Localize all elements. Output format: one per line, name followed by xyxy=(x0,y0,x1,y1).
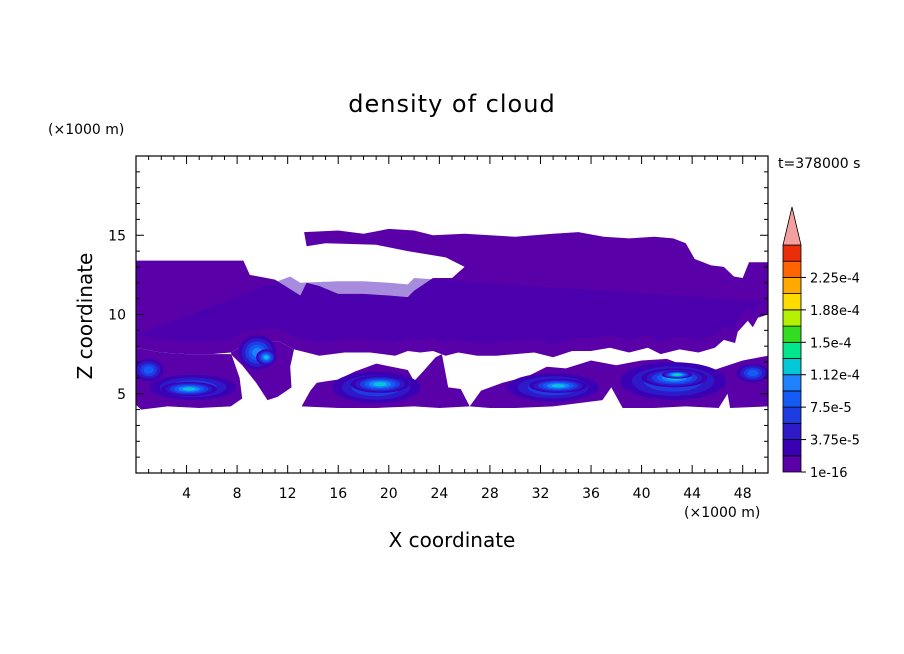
y-tick-label: 15 xyxy=(108,228,126,244)
density-core-2-level-4 xyxy=(143,366,154,374)
x-tick-label: 20 xyxy=(380,486,398,502)
colorbar-band xyxy=(782,325,802,343)
colorbar: 2.25e-4 1.88e-4 1.5e-4 1.12e-4 7.5e-5 3.75e-5… xyxy=(782,206,860,481)
colorbar-band xyxy=(782,455,802,473)
colorbar-label: 1.5e-4 xyxy=(810,336,852,351)
x-tick-label: 8 xyxy=(233,486,242,502)
colorbar-extend-arrow xyxy=(782,206,802,246)
colorbar-label: 2.25e-4 xyxy=(810,271,860,286)
colorbar-band xyxy=(782,374,802,392)
contour-plot xyxy=(136,228,768,410)
y-tick-label: 10 xyxy=(108,308,126,324)
x-tick-label: 40 xyxy=(633,486,651,502)
colorbar-band xyxy=(782,244,802,262)
colorbar-label: 3.75e-5 xyxy=(810,434,860,449)
colorbar-band xyxy=(782,309,802,327)
x-tick-label: 44 xyxy=(683,486,701,502)
colorbar-band xyxy=(782,390,802,408)
colorbar-band xyxy=(782,341,802,359)
density-core-4-level-6 xyxy=(263,355,269,360)
x-tick-label: 4 xyxy=(182,486,191,502)
density-core-6-level-6 xyxy=(373,382,387,387)
colorbar-label: 1.12e-4 xyxy=(810,369,860,384)
x-tick-label: 48 xyxy=(734,486,752,502)
x-tick-label: 12 xyxy=(279,486,297,502)
x-tick-label: 28 xyxy=(481,486,499,502)
time-label: t=378000 s xyxy=(778,156,860,172)
colorbar-label: 1.88e-4 xyxy=(810,304,860,319)
colorbar-band xyxy=(782,358,802,376)
density-core-8-level-6 xyxy=(551,384,565,388)
colorbar-band xyxy=(782,276,802,294)
colorbar-label: 1e-16 xyxy=(810,466,848,481)
density-core-1-level-6 xyxy=(182,387,196,391)
colorbar-band xyxy=(782,439,802,457)
y-tick-label: 5 xyxy=(117,387,126,403)
density-core-12-level-4 xyxy=(747,369,759,377)
cloud-region-upper-cloud xyxy=(136,228,768,358)
colorbar-band xyxy=(782,406,802,424)
x-tick-label: 24 xyxy=(430,486,448,502)
y-axis-label: Z coordinate xyxy=(73,253,97,380)
x-axis-label: X coordinate xyxy=(389,528,516,552)
y-unit-label: (×1000 m) xyxy=(48,122,124,138)
cloud-inner-band xyxy=(136,276,768,345)
x-tick-label: 32 xyxy=(532,486,550,502)
chart-title: density of cloud xyxy=(348,90,555,118)
x-tick-label: 16 xyxy=(329,486,347,502)
density-core-11-level-7 xyxy=(674,373,680,376)
colorbar-band xyxy=(782,422,802,440)
x-unit-label: (×1000 m) xyxy=(684,505,760,521)
colorbar-band xyxy=(782,260,802,278)
x-tick-label: 36 xyxy=(582,486,600,502)
colorbar-band xyxy=(782,293,802,311)
colorbar-label: 7.5e-5 xyxy=(810,401,852,416)
